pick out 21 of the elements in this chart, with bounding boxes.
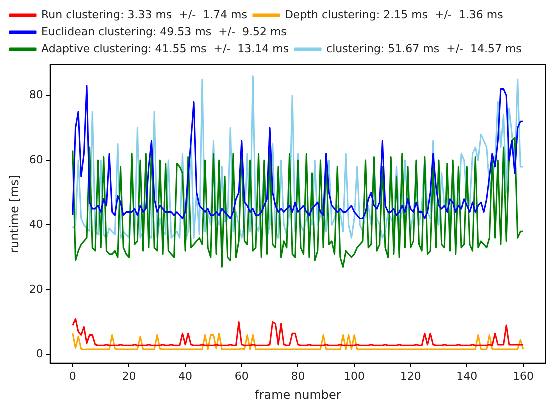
x-tick-label: 120 [400, 370, 422, 383]
x-tick-label: 60 [234, 370, 249, 383]
legend-label: clustering: 51.67 ms +/- 14.57 ms [326, 42, 522, 56]
y-tick-label: 0 [36, 348, 44, 361]
y-tick-label: 60 [29, 153, 44, 166]
y-tick-label: 20 [29, 282, 44, 296]
x-tick-label: 160 [512, 370, 534, 383]
x-axis-title: frame number [255, 388, 342, 402]
y-tick-label: 80 [29, 88, 44, 102]
legend-label: Adaptive clustering: 41.55 ms +/- 13.14 ms [42, 42, 290, 56]
y-axis-title: runtime [ms] [7, 175, 22, 254]
legend-label: Euclidean clustering: 49.53 ms +/- 9.52 ms [42, 25, 288, 38]
x-tick-label: 40 [178, 370, 193, 383]
x-tick-label: 0 [69, 370, 76, 383]
x-tick-label: 140 [456, 370, 478, 383]
x-tick-label: 20 [122, 370, 136, 383]
x-tick-label: 100 [344, 370, 366, 383]
legend-label: Depth clustering: 2.15 ms +/- 1.36 ms [284, 8, 504, 22]
x-tick-label: 80 [291, 370, 306, 383]
legend-label: Run clustering: 3.33 ms +/- 1.74 ms [42, 8, 248, 22]
y-tick-label: 40 [29, 218, 44, 232]
